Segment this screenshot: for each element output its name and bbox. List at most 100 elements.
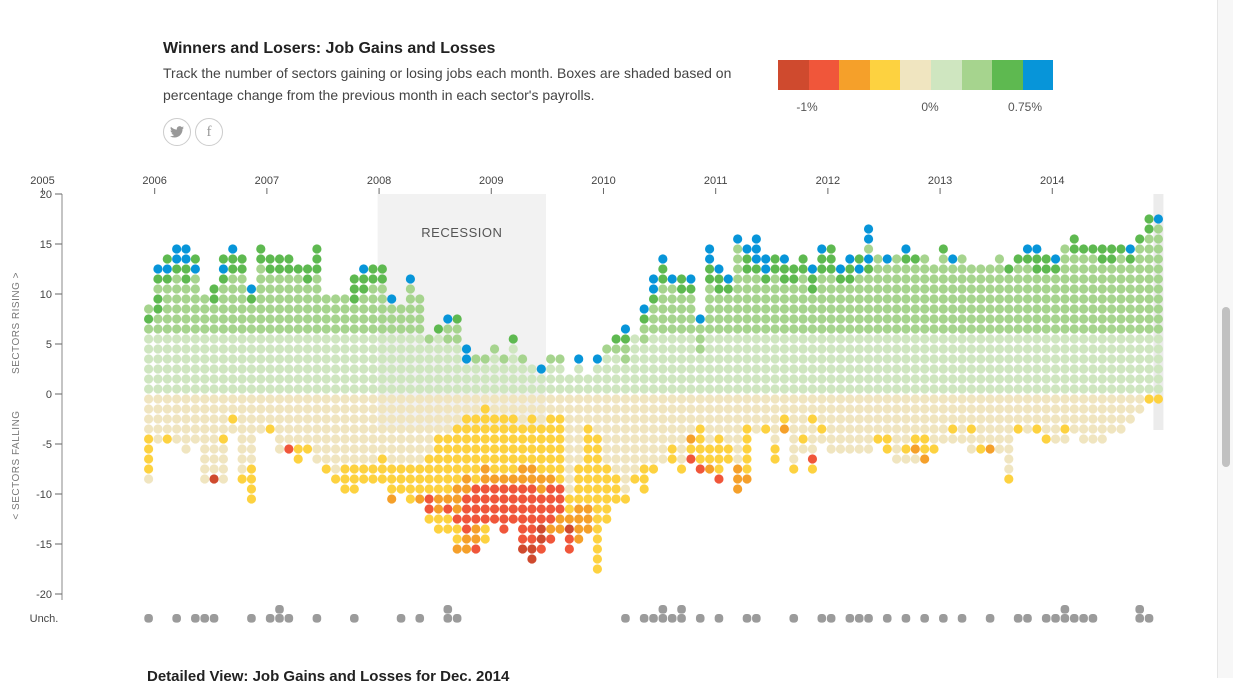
- falling-sector-dot: [209, 464, 219, 474]
- falling-sector-dot: [574, 434, 584, 444]
- rising-sector-dot: [387, 294, 397, 304]
- rising-sector-dot: [368, 274, 378, 284]
- falling-sector-dot: [518, 524, 528, 534]
- falling-sector-dot: [508, 484, 518, 494]
- rising-sector-dot: [882, 374, 892, 384]
- rising-sector-dot: [461, 374, 472, 384]
- rising-sector-dot: [256, 344, 266, 354]
- falling-sector-dot: [302, 414, 313, 424]
- falling-sector-dot: [415, 444, 425, 454]
- falling-sector-dot: [471, 424, 481, 434]
- falling-sector-dot: [817, 434, 827, 444]
- rising-sector-dot: [218, 354, 228, 364]
- rising-sector-dot: [873, 364, 883, 374]
- falling-sector-dot: [648, 394, 659, 404]
- falling-sector-dot: [789, 434, 799, 444]
- rising-sector-dot: [377, 344, 387, 354]
- rising-sector-dot: [845, 324, 855, 334]
- falling-sector-dot: [246, 474, 257, 484]
- rising-sector-dot: [1004, 274, 1014, 284]
- falling-sector-dot: [592, 394, 603, 404]
- falling-sector-dot: [209, 424, 219, 434]
- rising-sector-dot: [574, 384, 584, 394]
- rising-sector-dot: [181, 364, 191, 374]
- falling-sector-dot: [218, 424, 228, 434]
- rising-sector-dot: [265, 304, 275, 314]
- rising-sector-dot: [480, 384, 490, 394]
- twitter-share-button[interactable]: [163, 118, 191, 146]
- facebook-share-button[interactable]: f: [195, 118, 223, 146]
- falling-sector-dot: [508, 394, 518, 404]
- falling-sector-dot: [770, 394, 780, 404]
- rising-sector-dot: [415, 354, 425, 364]
- falling-sector-dot: [209, 394, 219, 404]
- falling-sector-dot: [480, 404, 490, 414]
- rising-sector-dot: [284, 344, 294, 354]
- falling-sector-dot: [293, 444, 303, 454]
- falling-sector-dot: [733, 464, 743, 474]
- falling-sector-dot: [555, 394, 565, 404]
- rising-sector-dot: [405, 364, 415, 374]
- rising-sector-dot: [798, 384, 808, 394]
- rising-sector-dot: [518, 364, 528, 374]
- falling-sector-dot: [452, 394, 462, 404]
- rising-sector-dot: [387, 384, 397, 394]
- rising-sector-dot: [387, 364, 397, 374]
- rising-sector-dot: [368, 324, 378, 334]
- rising-sector-dot: [162, 304, 172, 314]
- falling-sector-dot: [602, 474, 612, 484]
- rising-sector-dot: [761, 364, 771, 374]
- falling-sector-dot: [592, 404, 603, 414]
- rising-sector-dot: [667, 284, 677, 294]
- falling-sector-dot: [1079, 414, 1089, 424]
- rising-sector-dot: [181, 374, 191, 384]
- falling-sector-dot: [349, 454, 359, 464]
- rising-sector-dot: [321, 364, 331, 374]
- page-scrollbar[interactable]: [1217, 0, 1233, 678]
- rising-sector-dot: [1116, 374, 1126, 384]
- falling-sector-dot: [695, 434, 705, 444]
- rising-sector-dot: [639, 304, 649, 314]
- x-tick-label: 2013: [928, 175, 952, 187]
- falling-sector-dot: [583, 444, 593, 454]
- rising-sector-dot: [835, 294, 846, 304]
- rising-sector-dot: [807, 294, 818, 304]
- rising-sector-dot: [1088, 324, 1098, 334]
- falling-sector-dot: [686, 394, 696, 404]
- falling-sector-dot: [826, 424, 836, 434]
- rising-sector-dot: [368, 354, 378, 364]
- rising-sector-dot: [1041, 304, 1051, 314]
- rising-sector-dot: [256, 284, 266, 294]
- falling-sector-dot: [433, 524, 444, 534]
- rising-sector-dot: [181, 274, 191, 284]
- rising-sector-dot: [1079, 364, 1089, 374]
- falling-sector-dot: [461, 424, 472, 434]
- rising-sector-dot: [1060, 364, 1070, 374]
- falling-sector-dot: [518, 454, 528, 464]
- rising-sector-dot: [751, 284, 761, 294]
- rising-sector-dot: [620, 324, 631, 334]
- falling-sector-dot: [948, 414, 958, 424]
- rising-sector-dot: [910, 344, 920, 354]
- rising-sector-dot: [1069, 314, 1079, 324]
- rising-sector-dot: [882, 324, 892, 334]
- scrollbar-thumb[interactable]: [1222, 307, 1230, 467]
- rising-sector-dot: [508, 364, 518, 374]
- falling-sector-dot: [1041, 404, 1051, 414]
- rising-sector-dot: [340, 374, 350, 384]
- falling-sector-dot: [461, 454, 472, 464]
- falling-sector-dot: [882, 404, 892, 414]
- unchanged-sector-dot: [957, 614, 967, 623]
- rising-sector-dot: [1050, 304, 1061, 314]
- rising-sector-dot: [854, 294, 864, 304]
- rising-sector-dot: [256, 364, 266, 374]
- falling-sector-dot: [424, 434, 434, 444]
- falling-sector-dot: [798, 434, 808, 444]
- rising-sector-dot: [172, 244, 182, 254]
- rising-sector-dot: [312, 294, 322, 304]
- falling-sector-dot: [555, 474, 565, 484]
- rising-sector-dot: [873, 294, 883, 304]
- falling-sector-dot: [957, 434, 967, 444]
- rising-sector-dot: [789, 384, 799, 394]
- rising-sector-dot: [751, 324, 761, 334]
